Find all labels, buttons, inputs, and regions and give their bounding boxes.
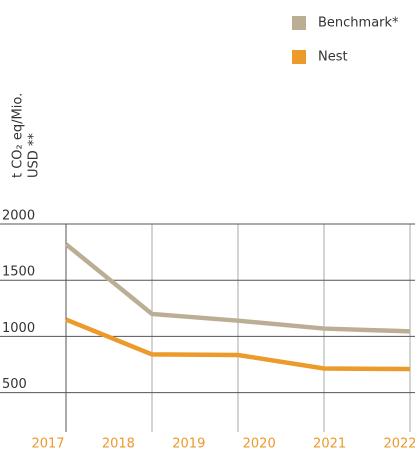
legend-swatch [292, 16, 306, 30]
x-tick-label: 2017 [31, 437, 64, 452]
y-axis-label: t CO₂ eq/Mio. USD ** [11, 93, 42, 178]
y-tick-label: 1500 [2, 265, 35, 280]
x-tick-label: 2021 [313, 437, 346, 452]
x-tick-label: 2022 [383, 437, 415, 452]
legend-label: Benchmark* [318, 16, 399, 31]
legend-label: Nest [318, 50, 348, 65]
y-tick-label: 500 [2, 377, 27, 392]
series-line [65, 317, 411, 372]
x-tick-label: 2019 [172, 437, 205, 452]
x-tick-label: 2020 [243, 437, 276, 452]
y-tick-label: 2000 [2, 209, 35, 224]
x-tick-label: 2018 [102, 437, 135, 452]
y-axis-label-line: USD ** [27, 133, 42, 178]
series-line [64, 242, 411, 334]
y-tick-label: 1000 [2, 321, 35, 336]
legend-swatch [292, 50, 306, 64]
y-axis-label-line: t CO₂ eq/Mio. [11, 93, 26, 178]
